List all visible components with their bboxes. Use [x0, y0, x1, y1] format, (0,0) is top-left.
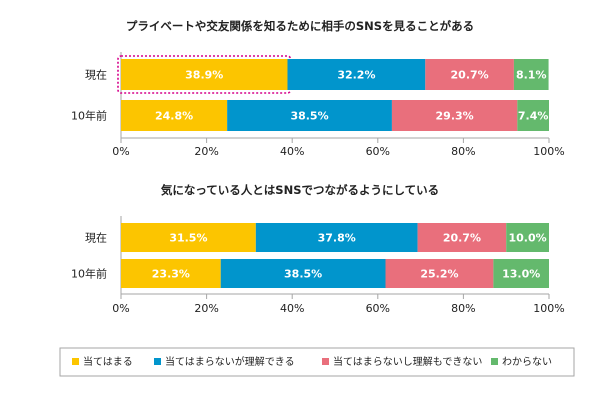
data-label: 7.4% [518, 110, 549, 123]
data-label: 38.9% [185, 69, 223, 82]
legend-item: 当てはまる [72, 355, 133, 368]
data-label: 31.5% [169, 232, 207, 245]
legend-item: 当てはまらないし理解もできない [322, 355, 482, 368]
legend-swatch [491, 358, 498, 365]
bar-segment [220, 259, 386, 288]
legend-swatch [322, 358, 329, 365]
bar-segment [121, 223, 256, 252]
data-label: 38.5% [290, 110, 328, 123]
data-label: 24.8% [155, 110, 193, 123]
legend-label: 当てはまらないし理解もできない [333, 355, 482, 368]
category-label: 10年前 [71, 267, 107, 281]
bar-segment [121, 259, 221, 288]
legend-item: わからない [491, 356, 552, 368]
bar-segment [506, 223, 549, 252]
bar-segment [425, 59, 514, 90]
category-label: 10年前 [71, 109, 107, 123]
bar-segment [121, 100, 228, 131]
category-label: 現在 [85, 69, 107, 82]
x-tick-label: 80% [451, 302, 475, 315]
x-tick-label: 100% [533, 145, 564, 158]
x-tick-label: 0% [112, 145, 129, 158]
data-label: 29.3% [436, 110, 474, 123]
data-label: 38.5% [284, 268, 322, 281]
legend-swatch [154, 358, 161, 365]
legend-label: 当てはまる [83, 355, 133, 368]
chart-title: 気になっている人とはSNSでつながるようにしている [161, 183, 439, 197]
chart-2: 気になっている人とはSNSでつながるようにしている 0% 20% 40% 60% 80% 1… [71, 183, 565, 315]
x-tick-label: 0% [112, 302, 129, 315]
category-label: 現在 [85, 232, 107, 245]
data-label: 10.0% [509, 232, 547, 245]
data-label: 23.3% [152, 268, 190, 281]
legend-frame [59, 347, 575, 377]
x-tick-label: 20% [194, 145, 218, 158]
x-tick-label: 20% [194, 302, 218, 315]
bar-segment [121, 59, 288, 90]
x-tick-label: 80% [451, 145, 475, 158]
legend-label: わからない [502, 356, 552, 368]
bar-segment [517, 100, 549, 131]
legend: 当てはまる 当てはまらないが理解できる 当てはまらないし理解もできない わからない [59, 347, 575, 377]
data-label: 8.1% [516, 69, 547, 82]
bar-segment [287, 59, 426, 90]
data-label: 20.7% [451, 69, 489, 82]
legend-swatch [72, 358, 79, 365]
data-label: 25.2% [420, 268, 458, 281]
bar-segment [227, 100, 392, 131]
bar-segment [385, 259, 494, 288]
bar-segment [493, 259, 549, 288]
x-tick-label: 100% [533, 302, 564, 315]
bar-segment [255, 223, 418, 252]
legend-item: 当てはまらないが理解できる [154, 355, 295, 368]
data-label: 37.8% [318, 232, 356, 245]
x-tick-label: 60% [366, 302, 390, 315]
legend-label: 当てはまらないが理解できる [165, 355, 295, 368]
x-tick-label: 60% [366, 145, 390, 158]
chart-1: プライベートや交友関係を知るために相手のSNSを見ることがある 0% 20% 40% 6… [71, 19, 565, 158]
chart-title: プライベートや交友関係を知るために相手のSNSを見ることがある [126, 19, 474, 33]
bar-segment [417, 223, 507, 252]
data-label: 32.2% [337, 69, 375, 82]
x-tick-label: 40% [280, 145, 304, 158]
data-label: 13.0% [502, 268, 540, 281]
data-label: 20.7% [443, 232, 481, 245]
highlight-box [117, 55, 292, 94]
bar-segment [391, 100, 518, 131]
x-tick-label: 40% [280, 302, 304, 315]
bar-segment [513, 59, 549, 90]
